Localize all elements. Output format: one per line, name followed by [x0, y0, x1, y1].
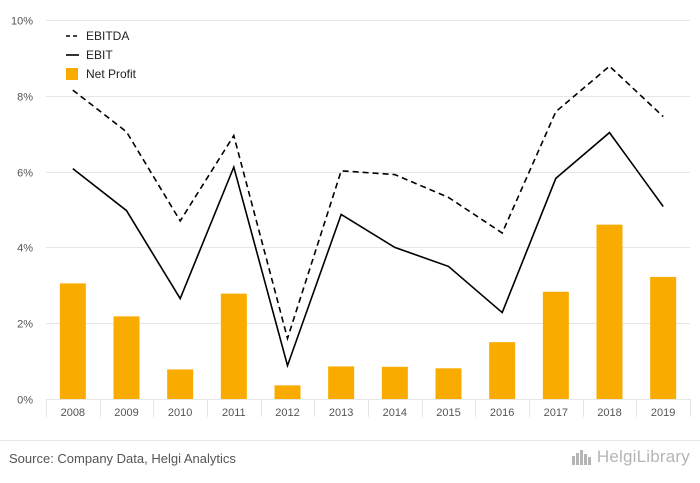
brand-logo: HelgiLibrary [571, 447, 690, 467]
legend-label-ebitda: EBITDA [86, 29, 129, 43]
legend-label-ebit: EBIT [86, 48, 113, 62]
net-profit-bar [596, 224, 623, 399]
legend-label-net-profit: Net Profit [86, 67, 137, 81]
bars [59, 224, 677, 399]
lines [72, 65, 664, 369]
net-profit-bar [542, 291, 569, 399]
x-tick-label: 2019 [651, 407, 675, 419]
y-tick-label: 8% [17, 92, 33, 104]
brand-name: HelgiLibrary [596, 447, 690, 466]
y-tick-label: 10% [11, 16, 33, 28]
x-tick-label: 2010 [168, 407, 192, 419]
source-note: Source: Company Data, Helgi Analytics [9, 451, 236, 466]
net-profit-bar [59, 283, 86, 399]
x-tick-label: 2016 [490, 407, 514, 419]
x-tick-label: 2015 [436, 407, 460, 419]
legend-swatch-net-profit [66, 68, 78, 80]
grid [46, 20, 691, 417]
x-tick-label: 2009 [114, 407, 138, 419]
net-profit-bar [220, 293, 247, 399]
footer: Source: Company Data, Helgi Analytics He… [0, 440, 700, 483]
y-tick-label: 4% [17, 243, 33, 255]
net-profit-bar [113, 316, 140, 399]
y-tick-label: 0% [17, 395, 33, 407]
net-profit-bar [167, 369, 194, 399]
ebitda-line [72, 65, 664, 342]
x-tick-label: 2008 [61, 407, 85, 419]
chart-svg: 0% 2% 4% 6% 8% 10% 2008 2009 2010 2011 2012 2013 201… [11, 16, 691, 420]
legend: EBITDA EBIT Net Profit [66, 29, 137, 81]
ebit-line [72, 131, 664, 369]
chart: 0% 2% 4% 6% 8% 10% 2008 2009 2010 2011 2012 2013 201… [11, 16, 691, 420]
net-profit-bar [381, 366, 408, 399]
x-tick-label: 2011 [222, 407, 246, 419]
net-profit-bar [435, 368, 462, 399]
x-tick-label: 2012 [275, 407, 299, 419]
axes: 0% 2% 4% 6% 8% 10% 2008 2009 2010 2011 2012 2013 201… [11, 16, 675, 420]
y-tick-label: 2% [17, 319, 33, 331]
net-profit-bar [650, 276, 677, 399]
x-tick-label: 2017 [544, 407, 568, 419]
x-tick-label: 2013 [329, 407, 353, 419]
net-profit-bar [328, 366, 355, 399]
library-icon [571, 450, 591, 465]
x-tick-label: 2014 [383, 407, 407, 419]
y-tick-label: 6% [17, 168, 33, 180]
x-tick-label: 2018 [597, 407, 621, 419]
net-profit-bar [489, 342, 516, 399]
net-profit-bar [274, 385, 301, 399]
